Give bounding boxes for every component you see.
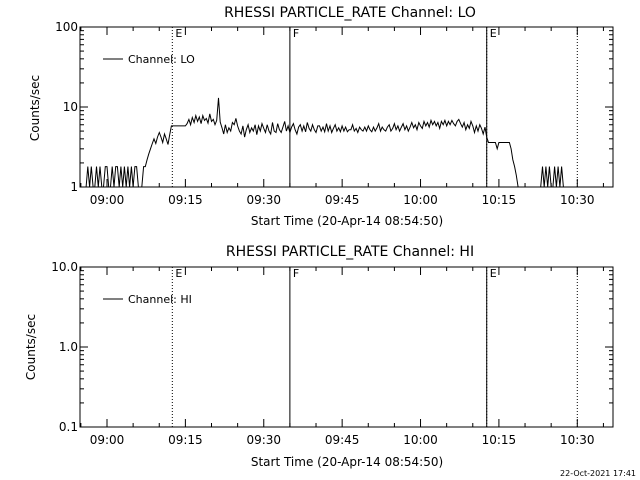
- y-tick-label: 1.0: [59, 340, 78, 354]
- y-tick-label: 100: [55, 20, 78, 34]
- x-tick-label: 09:45: [325, 433, 360, 447]
- event-marker-label: F: [293, 27, 299, 40]
- event-marker-label: E: [490, 27, 497, 40]
- x-tick-label: 10:30: [560, 193, 595, 207]
- lo-channel-panel: RHESSI PARTICLE_RATE Channel: LO Counts/…: [28, 5, 614, 228]
- lo-plot-frame: [79, 26, 614, 188]
- hi-legend: Channel: HI: [103, 293, 192, 306]
- event-marker-label: F: [293, 267, 299, 280]
- hi-legend-label: Channel: HI: [128, 293, 192, 306]
- y-tick-label: 1: [70, 180, 78, 194]
- event-marker-label: E: [175, 27, 182, 40]
- x-tick-label: 09:15: [168, 433, 203, 447]
- x-tick-label: 10:00: [403, 433, 438, 447]
- event-marker-label: E: [490, 267, 497, 280]
- x-tick-label: 10:15: [482, 433, 517, 447]
- x-tick-label: 10:30: [560, 433, 595, 447]
- generation-timestamp: 22-Oct-2021 17:41: [560, 469, 636, 478]
- y-tick-label: 10.0: [51, 260, 78, 274]
- x-tick-label: 10:00: [403, 193, 438, 207]
- x-tick-label: 09:15: [168, 193, 203, 207]
- x-tick-label: 09:00: [90, 433, 125, 447]
- hi-chart-title: RHESSI PARTICLE_RATE Channel: HI: [226, 244, 474, 260]
- lo-x-axis-label: Start Time (20-Apr-14 08:54:50): [251, 214, 443, 228]
- hi-channel-panel: RHESSI PARTICLE_RATE Channel: HI Counts/…: [24, 244, 614, 469]
- hi-y-axis-label: Counts/sec: [24, 314, 38, 380]
- x-tick-label: 10:15: [482, 193, 517, 207]
- x-tick-label: 09:30: [246, 433, 281, 447]
- lo-chart-title: RHESSI PARTICLE_RATE Channel: LO: [224, 5, 476, 21]
- lo-y-axis-label: Counts/sec: [28, 75, 42, 141]
- x-tick-label: 09:45: [325, 193, 360, 207]
- lo-legend-label: Channel: LO: [128, 53, 195, 66]
- hi-plot-frame: [79, 266, 614, 428]
- y-tick-label: 0.1: [59, 420, 78, 434]
- lo-axis-ticks: 09:00 09:15 09:30 09:45 10:00 10:15 10:30 1 10 10…: [55, 20, 613, 207]
- x-tick-label: 09:00: [90, 193, 125, 207]
- x-tick-label: 09:30: [246, 193, 281, 207]
- y-tick-label: 10: [63, 100, 78, 114]
- lo-legend: Channel: LO: [103, 53, 195, 66]
- hi-x-axis-label: Start Time (20-Apr-14 08:54:50): [251, 455, 443, 469]
- event-marker-label: E: [175, 267, 182, 280]
